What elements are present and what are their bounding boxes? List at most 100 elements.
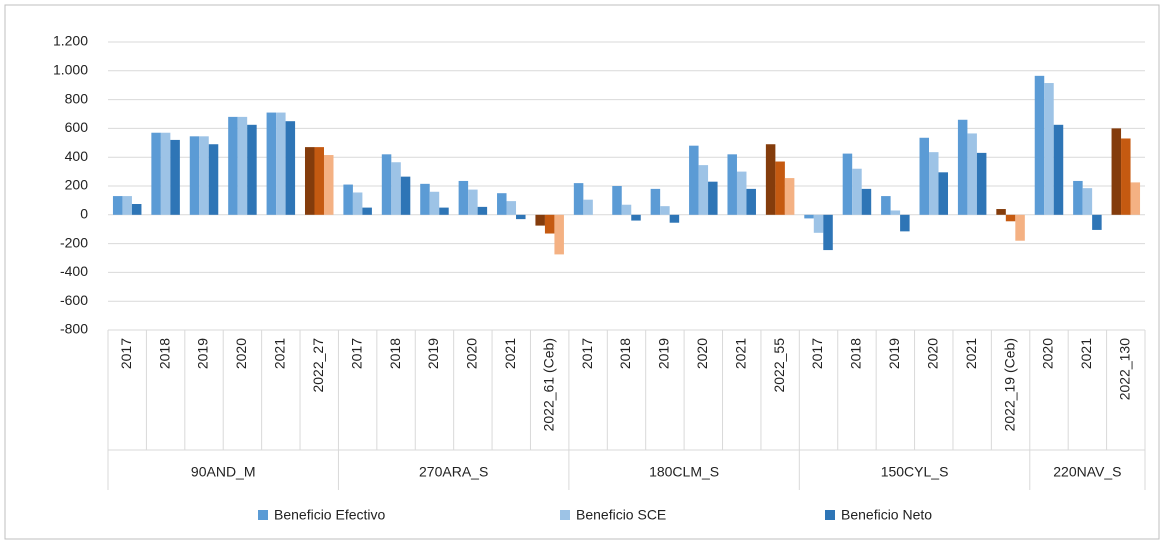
x-tick-label: 2021 <box>502 338 518 369</box>
x-tick-label: 2020 <box>233 338 249 369</box>
x-tick-label: 2020 <box>464 338 480 369</box>
bar <box>323 155 334 215</box>
bar <box>160 132 171 215</box>
bar <box>631 214 641 221</box>
bar <box>285 121 296 215</box>
legend-label: Beneficio Neto <box>841 507 932 523</box>
bar <box>170 139 180 215</box>
x-tick-label: 2021 <box>1078 338 1094 369</box>
group-label: 220NAV_S <box>1053 464 1121 480</box>
bar <box>304 147 315 215</box>
x-tick-label: 2019 <box>656 338 672 369</box>
bar <box>861 188 872 215</box>
group-label: 270ARA_S <box>419 464 488 480</box>
bar <box>1053 124 1064 215</box>
x-tick-label: 2018 <box>617 338 633 369</box>
bar <box>468 189 478 215</box>
bar <box>1044 83 1054 215</box>
x-tick-label: 2017 <box>579 338 595 369</box>
bar <box>784 178 795 215</box>
y-tick-label: 0 <box>80 206 88 222</box>
bar <box>660 206 670 215</box>
bar <box>689 145 699 215</box>
bar <box>352 192 363 215</box>
bar <box>131 204 142 215</box>
bar <box>228 116 238 215</box>
bar <box>967 133 977 215</box>
bar <box>736 171 747 215</box>
bar <box>1092 214 1102 230</box>
bar <box>362 207 372 215</box>
x-tick-label: 2021 <box>963 338 979 369</box>
bar <box>698 165 709 215</box>
bar <box>1082 188 1093 215</box>
x-tick-label: 2019 <box>425 338 441 369</box>
group-label: 150CYL_S <box>881 464 949 480</box>
bar <box>276 112 286 215</box>
bar <box>554 214 564 255</box>
group-label: 90AND_M <box>191 464 256 480</box>
bar <box>343 184 353 215</box>
bar <box>1015 214 1025 241</box>
bar <box>929 152 939 215</box>
x-tick-label: 2020 <box>1040 338 1056 369</box>
x-tick-label: 2019 <box>195 338 211 369</box>
bar <box>151 132 161 215</box>
bar <box>237 116 248 215</box>
x-tick-label: 2022_130 <box>1116 338 1132 401</box>
bar <box>573 183 584 215</box>
bar <box>775 161 785 215</box>
bar <box>429 191 440 215</box>
bar <box>420 183 430 215</box>
bar <box>458 180 469 215</box>
bar <box>266 112 277 215</box>
bar <box>122 196 132 215</box>
bar <box>1121 138 1131 215</box>
bar <box>708 181 718 215</box>
bar <box>852 168 862 215</box>
bar <box>996 209 1006 215</box>
bar <box>1034 75 1045 215</box>
y-tick-label: 800 <box>65 90 89 106</box>
bar <box>621 204 632 215</box>
x-tick-label: 2018 <box>387 338 403 369</box>
bar <box>381 154 392 215</box>
legend-label: Beneficio SCE <box>576 507 666 523</box>
y-tick-label: -400 <box>60 263 88 279</box>
bar <box>1111 128 1122 215</box>
x-tick-label: 2017 <box>348 338 364 369</box>
group-label: 180CLM_S <box>649 464 719 480</box>
bar <box>247 124 257 215</box>
x-tick-label: 2021 <box>732 338 748 369</box>
y-tick-label: 1.200 <box>53 33 88 49</box>
bar <box>823 214 833 251</box>
bar <box>439 207 449 215</box>
legend-swatch <box>560 510 570 520</box>
bar <box>881 196 891 215</box>
legend-label: Beneficio Efectivo <box>274 507 385 523</box>
x-tick-label: 2018 <box>848 338 864 369</box>
bar <box>189 136 200 215</box>
bar <box>804 214 814 219</box>
y-tick-label: -600 <box>60 292 88 308</box>
x-tick-label: 2022_27 <box>310 338 326 393</box>
bar <box>544 214 555 234</box>
bar <box>516 214 526 220</box>
bar <box>314 147 324 215</box>
bar <box>669 214 680 223</box>
bar <box>938 172 949 215</box>
bar <box>208 144 219 215</box>
bar <box>400 176 411 215</box>
bar <box>1073 180 1083 215</box>
legend-swatch <box>825 510 835 520</box>
bar <box>900 214 910 232</box>
bar <box>746 188 756 215</box>
x-tick-label: 2021 <box>272 338 288 369</box>
x-tick-label: 2018 <box>156 338 172 369</box>
bar <box>650 188 661 215</box>
x-tick-label: 2019 <box>886 338 902 369</box>
bar <box>1130 182 1141 215</box>
x-tick-label: 2020 <box>694 338 710 369</box>
bar <box>535 214 545 226</box>
